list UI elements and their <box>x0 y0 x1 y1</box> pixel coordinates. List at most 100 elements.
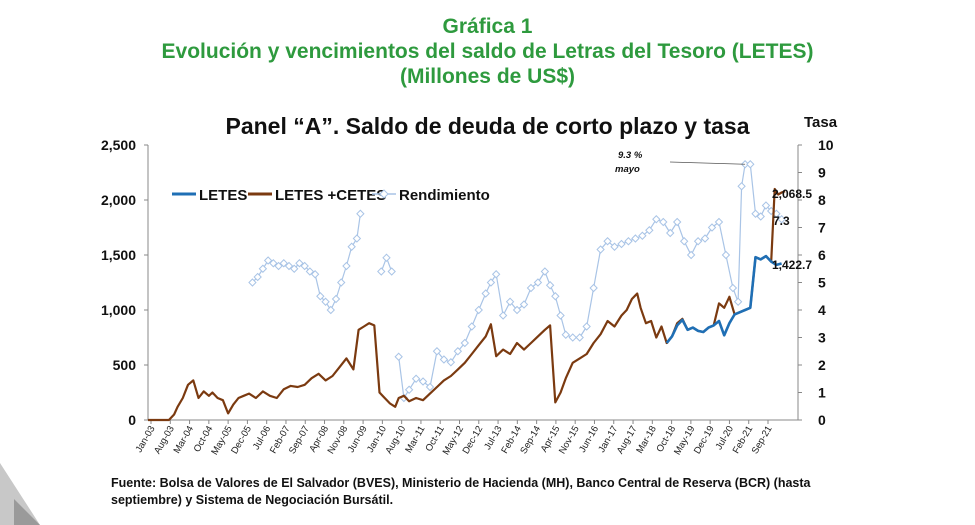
rendimiento-point <box>659 217 668 227</box>
rendimiento-point <box>589 283 598 293</box>
legend-marker-rendimiento <box>379 189 389 199</box>
y2-tick-label: 8 <box>818 192 826 208</box>
rendimiento-point <box>263 256 273 265</box>
rendimiento-point <box>460 338 470 348</box>
x-tick-label: Mar-11 <box>403 424 427 455</box>
rendimiento-point <box>446 358 456 367</box>
rendimiento-point <box>248 278 257 287</box>
source-note: Fuente: Bolsa de Valores de El Salvador … <box>111 476 811 507</box>
rendimiento-point <box>453 347 463 356</box>
rendimiento-point <box>337 278 346 287</box>
annotation-peak-month: mayo <box>615 164 640 175</box>
rendimiento-point <box>342 261 351 271</box>
rendimiento-point <box>733 297 743 306</box>
rendimiento-point <box>467 322 476 331</box>
rendimiento-point <box>316 292 325 301</box>
rendimiento-point <box>526 283 536 293</box>
right-axis-label: Tasa <box>804 114 838 131</box>
y2-tick-label: 5 <box>818 275 826 291</box>
rendimiento-point <box>394 352 403 361</box>
y2-tick-label: 7 <box>818 220 826 236</box>
y2-tick-label: 2 <box>818 357 826 373</box>
panel-title: Panel “A”. Saldo de deuda de corto plazo… <box>225 113 750 139</box>
rendimiento-point <box>679 237 689 246</box>
rendimiento-point <box>258 264 268 273</box>
rendimiento-point <box>617 239 626 249</box>
chart-units: (Millones de US$) <box>399 65 576 88</box>
rendimiento-point <box>305 267 315 276</box>
rendimiento-point <box>432 347 442 356</box>
rendimiento-point <box>284 261 294 271</box>
rendimiento-point <box>321 297 330 306</box>
rendimiento-point <box>556 311 565 320</box>
rendimiento-point <box>481 289 490 298</box>
rendimiento-point <box>387 267 396 276</box>
rendimiento-point <box>624 237 633 246</box>
y-tick-label: 2,000 <box>101 192 136 208</box>
annotation-letes-last: 1,422.7 <box>772 258 812 272</box>
y-tick-label: 1,000 <box>101 302 136 318</box>
rendimiento-point <box>295 259 304 268</box>
rendimiento-point <box>425 382 435 392</box>
annotation-leader <box>669 161 746 165</box>
rendimiento-point <box>356 209 365 218</box>
y-tick-label: 0 <box>128 412 136 428</box>
rendimiento-point <box>737 182 746 191</box>
rendimiento-point <box>693 237 703 246</box>
rendimiento-point <box>377 267 386 276</box>
rendimiento-point <box>714 217 724 227</box>
rendimiento-point <box>751 209 760 218</box>
y2-tick-label: 4 <box>818 302 826 318</box>
corner-logo <box>0 463 40 525</box>
annotation-letes-cetes-last: 2,068.5 <box>772 187 812 201</box>
rendimiento-point <box>686 250 696 260</box>
rendimiento-point <box>631 234 640 243</box>
chart-title: Evolución y vencimientos del saldo de Le… <box>161 40 814 63</box>
rendimiento-point <box>603 237 612 246</box>
annotation-rendimiento-last: 7.3 <box>773 214 790 228</box>
rendimiento-point <box>352 234 362 243</box>
rendimiento-point <box>418 377 428 386</box>
rendimiento-point <box>326 305 335 315</box>
rendimiento-point <box>756 212 765 221</box>
rendimiento-point <box>253 272 262 282</box>
rendimiento-point <box>582 322 591 331</box>
rendimiento-point <box>519 300 529 309</box>
rendimiento-point <box>347 242 356 251</box>
rendimiento-point <box>652 215 661 224</box>
rendimiento-point <box>300 261 309 271</box>
rendimiento-point <box>561 330 570 339</box>
rendimiento-point <box>728 283 738 293</box>
rendimiento-point <box>486 278 496 287</box>
rendimiento-point <box>575 333 584 342</box>
y-tick-label: 2,500 <box>101 137 136 153</box>
rendimiento-point <box>540 267 550 276</box>
rendimiento-point <box>700 234 710 243</box>
y2-tick-label: 10 <box>818 137 834 153</box>
rendimiento-point <box>474 305 483 315</box>
rendimiento-point <box>382 253 391 262</box>
letes-cetes-line <box>148 187 786 422</box>
rendimiento-point <box>721 250 731 260</box>
rendimiento-point <box>439 355 449 364</box>
rendimiento-point <box>411 374 421 383</box>
legend-label-letes: LETES <box>199 187 247 204</box>
rendimiento-point <box>290 264 299 273</box>
rendimiento-point <box>512 305 522 315</box>
chart-number: Gráfica 1 <box>442 15 533 38</box>
rendimiento-point <box>568 333 577 342</box>
rendimiento-point <box>310 270 320 279</box>
rendimiento-point <box>551 292 560 301</box>
rendimiento-point <box>533 278 543 287</box>
rendimiento-point <box>505 297 515 306</box>
rendimiento-point <box>746 160 755 169</box>
rendimiento-point <box>645 226 654 235</box>
letes-line <box>665 254 782 344</box>
rendimiento-point <box>707 223 717 232</box>
rendimiento-point <box>404 385 414 394</box>
rendimiento-point <box>331 294 341 304</box>
rendimiento-point <box>498 311 508 320</box>
rendimiento-point <box>666 228 675 238</box>
legend-label-rendimiento: Rendimiento <box>399 187 490 204</box>
